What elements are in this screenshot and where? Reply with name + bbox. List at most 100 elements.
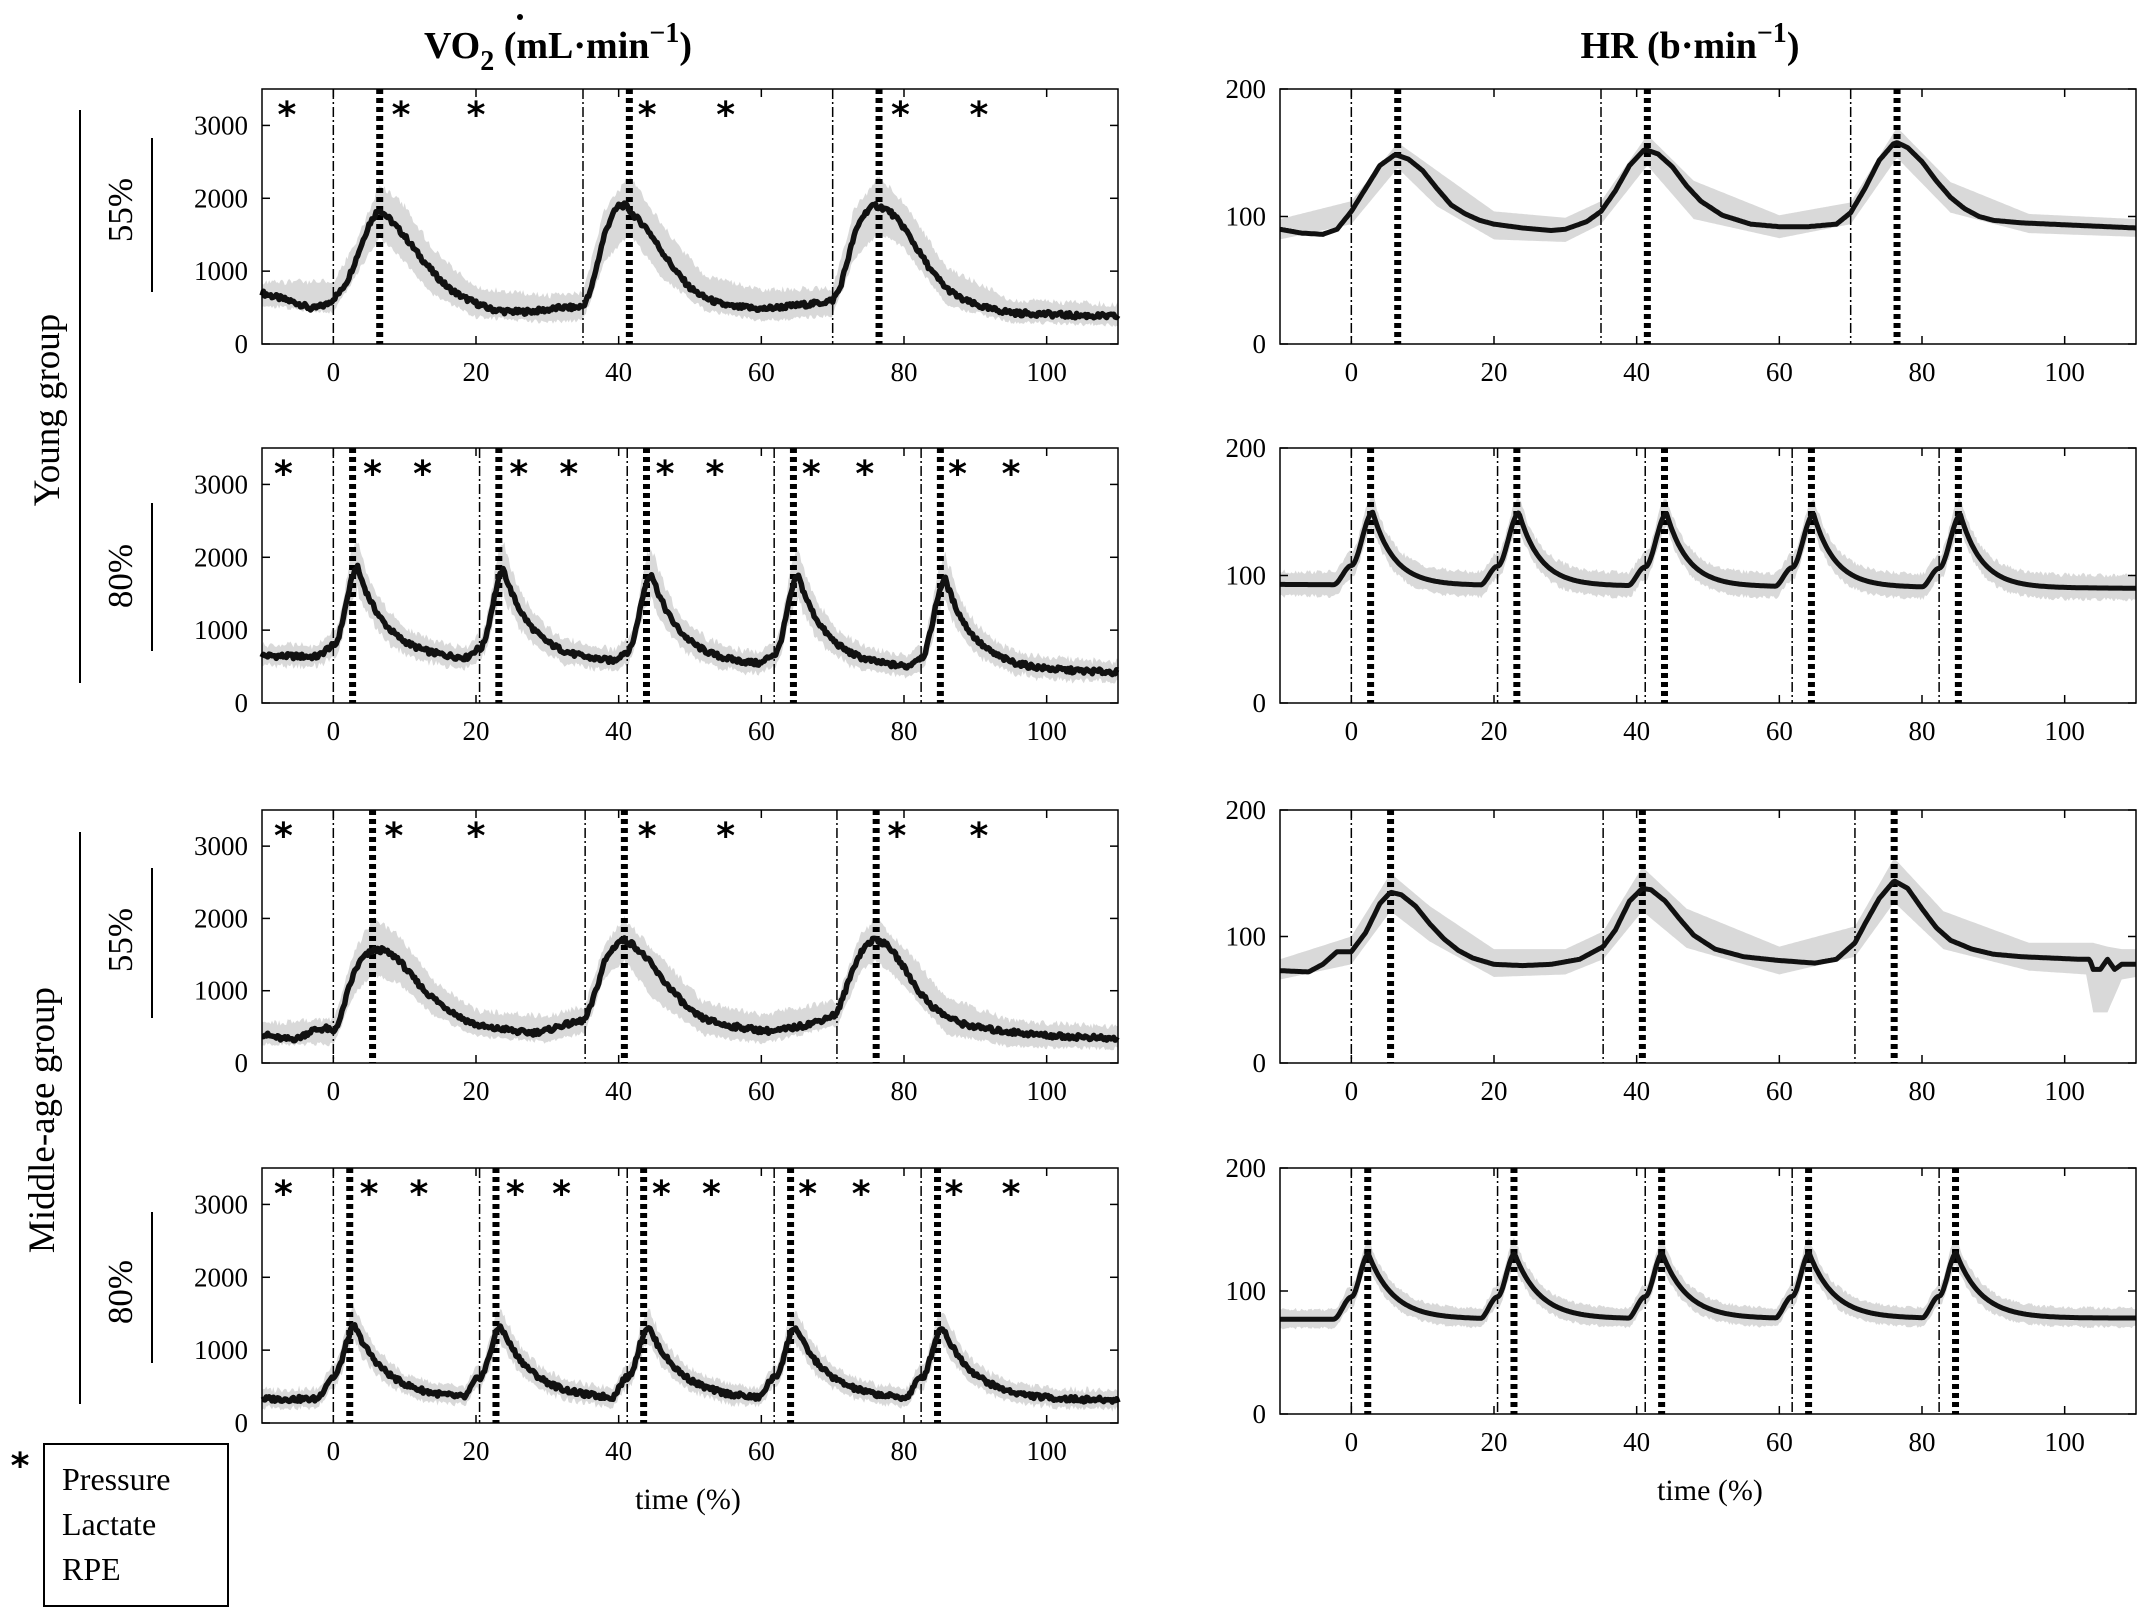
- young-group-label: Young group: [27, 314, 68, 507]
- vo2-middle-55-ytick-label-2: 2000: [194, 903, 248, 933]
- vo2-middle-55-xtick-label-4: 80: [891, 1076, 918, 1106]
- hr-young-80-ytick-label-1: 100: [1226, 561, 1267, 591]
- vo2-middle-55-star-3: *: [638, 816, 657, 857]
- vo2-young-55-xtick-label-3: 60: [748, 357, 775, 387]
- hr-column-title: HR (b·min−1): [1581, 18, 1800, 67]
- vo2-column-title: VO2 (mL·min−1): [424, 18, 692, 77]
- hr-middle-55-ytick-label-0: 0: [1253, 1048, 1267, 1078]
- hr-middle-80-ytick-label-1: 100: [1226, 1276, 1267, 1306]
- vo2-title-exp: −1: [649, 18, 679, 49]
- vo2-young-55-star-3: *: [638, 95, 657, 136]
- vo2-young-80-star-6: *: [706, 454, 725, 495]
- hr-young-55-xtick-label-2: 40: [1623, 357, 1650, 387]
- hr-young-55-xtick-label-4: 80: [1909, 357, 1936, 387]
- hr-middle-55-xtick-label-3: 60: [1766, 1076, 1793, 1106]
- vo2-young-80-xtick-label-0: 0: [327, 716, 341, 746]
- vo2-young-80-star-4: *: [559, 454, 578, 495]
- hr-young-80-xtick-label-1: 20: [1481, 716, 1508, 746]
- vo2-middle-55-star-6: *: [969, 816, 988, 857]
- young-80-label: 80%: [101, 544, 140, 608]
- hr-middle-55-sd-band: [1280, 858, 2136, 1013]
- vo2-young-80-xtick-label-4: 80: [891, 716, 918, 746]
- hr-young-80-xtick-label-3: 60: [1766, 716, 1793, 746]
- hr-young-55-ytick-label-1: 100: [1226, 202, 1267, 232]
- vo2-young-55-star-4: *: [716, 95, 735, 136]
- hr-title-main: HR (b·min: [1581, 25, 1757, 67]
- panel-hr-young-80: 0 20 40 60 80 100 0 100 200: [1226, 433, 2138, 746]
- hr-middle-55-ytick-label-1: 100: [1226, 922, 1267, 952]
- vo2-young-55-xtick-label-0: 0: [327, 357, 341, 387]
- hr-young-55-ytick-label-2: 200: [1226, 74, 1267, 104]
- vo2-young-80-star-2: *: [413, 454, 432, 495]
- panel-hr-middle-55: 0 20 40 60 80 100 0 100 200: [1226, 795, 2138, 1106]
- hr-young-80-mean-line: [1278, 509, 2138, 591]
- vo2-middle-55-ytick-label-3: 3000: [194, 831, 248, 861]
- hr-middle-55-xtick-label-4: 80: [1909, 1076, 1936, 1106]
- vo2-middle-80-axes-frame: [261, 1167, 1119, 1424]
- vo2-middle-55-sd-band: [262, 915, 1118, 1051]
- vo2-middle-80-star-3: *: [506, 1174, 525, 1215]
- vo2-young-55-ytick-label-2: 2000: [194, 183, 248, 213]
- hr-young-55-mean-line: [1278, 140, 2138, 237]
- vo2-middle-80-star-1: *: [360, 1174, 379, 1215]
- hr-middle-80-xtick-label-4: 80: [1909, 1427, 1936, 1457]
- vo2-young-80-mean-line: [259, 562, 1120, 678]
- vo2-young-55-star-2: *: [467, 95, 486, 136]
- vo2-middle-80-star-5: *: [652, 1174, 671, 1215]
- hr-middle-80-sd-band: [1280, 1237, 2136, 1330]
- hr-young-80-xtick-label-5: 100: [2044, 716, 2085, 746]
- vo2-middle-80-star-10: *: [1002, 1174, 1021, 1215]
- vo2-young-80-star-8: *: [855, 454, 874, 495]
- vo2-middle-55-ytick-label-0: 0: [235, 1048, 249, 1078]
- hr-young-80-xtick-label-2: 40: [1623, 716, 1650, 746]
- vo2-title-close: ): [679, 25, 692, 67]
- vo2-middle-80-ytick-label-0: 0: [235, 1408, 249, 1438]
- vo2-middle-80-sd-band: [262, 1305, 1118, 1413]
- vo2-middle-80-star-9: *: [945, 1174, 964, 1215]
- hr-young-80-xtick-label-4: 80: [1909, 716, 1936, 746]
- vo2-young-55-sd-band: [262, 176, 1118, 327]
- vo2-young-80-ytick-label-0: 0: [235, 688, 249, 718]
- vo2-young-55-xtick-label-4: 80: [891, 357, 918, 387]
- vo2-middle-55-star-4: *: [716, 816, 735, 857]
- vo2-middle-80-xtick-label-5: 100: [1026, 1436, 1067, 1466]
- vo2-middle-80-xtick-label-1: 20: [463, 1436, 490, 1466]
- legend-item-pressure: Pressure: [62, 1461, 170, 1497]
- hr-young-80-sd-band: [1280, 493, 2136, 602]
- vo2-middle-80-star-8: *: [852, 1174, 871, 1215]
- middle-55-label: 55%: [101, 908, 140, 972]
- vo2-middle-80-ytick-label-2: 2000: [194, 1262, 248, 1292]
- vo2-young-80-xtick-label-3: 60: [748, 716, 775, 746]
- vo2-young-55-ytick-label-3: 3000: [194, 110, 248, 140]
- hr-young-55-xtick-label-1: 20: [1481, 357, 1508, 387]
- hr-middle-80-ytick-label-0: 0: [1253, 1399, 1267, 1429]
- vo2-title-units: (mL·min: [494, 25, 649, 67]
- hr-middle-55-ytick-label-2: 200: [1226, 795, 1267, 825]
- legend-item-rpe: RPE: [62, 1551, 121, 1587]
- vo2-young-80-sd-band: [262, 542, 1118, 684]
- hr-middle-55-xtick-label-2: 40: [1623, 1076, 1650, 1106]
- vo2-young-80-star-5: *: [656, 454, 675, 495]
- vo2-middle-55-mean-line: [260, 935, 1120, 1044]
- hr-middle-55-xtick-label-1: 20: [1481, 1076, 1508, 1106]
- vo2-middle-80-xtick-label-4: 80: [891, 1436, 918, 1466]
- vo2-young-80-star-7: *: [802, 454, 821, 495]
- vo2-middle-80-xtick-label-2: 40: [605, 1436, 632, 1466]
- vo2-middle-55-axes-frame: [261, 809, 1119, 1064]
- hr-title-exp: −1: [1757, 18, 1787, 49]
- vo2-young-80-axes-frame: [261, 447, 1119, 704]
- vo2-middle-55-ytick-label-1: 1000: [194, 976, 248, 1006]
- vo2-title-dot: [517, 14, 523, 20]
- vo2-middle-55-xtick-label-2: 40: [605, 1076, 632, 1106]
- middle-80-label: 80%: [101, 1260, 140, 1324]
- hr-young-55-xtick-label-3: 60: [1766, 357, 1793, 387]
- legend-box: [43, 1443, 229, 1607]
- middle-group-label: Middle-age group: [22, 987, 63, 1253]
- hr-middle-55-xtick-label-5: 100: [2044, 1076, 2085, 1106]
- vo2-middle-80-xtick-label-0: 0: [327, 1436, 341, 1466]
- hr-middle-55-mean-line: [1278, 878, 2138, 975]
